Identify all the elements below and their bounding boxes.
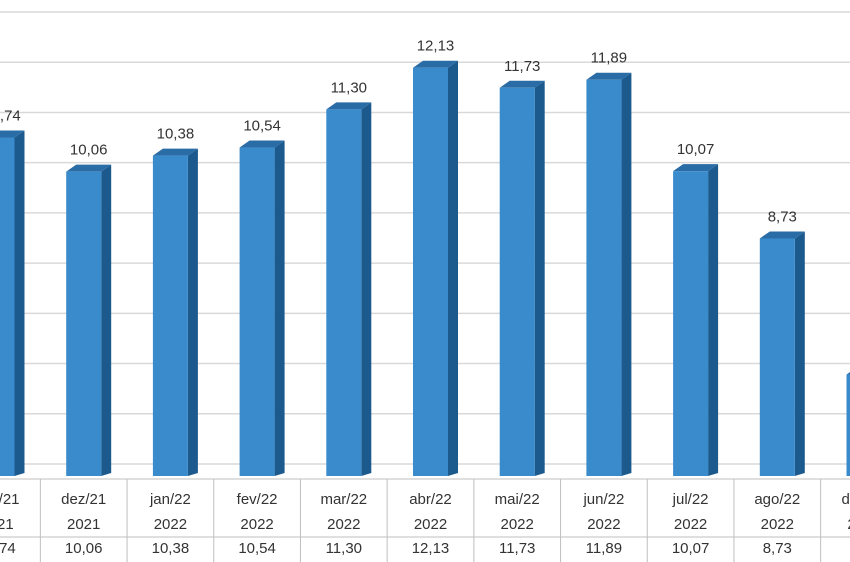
table-value: 11,89 — [586, 540, 622, 557]
x-tick-label: mar/22 — [320, 491, 367, 508]
table-value: 10,07 — [672, 540, 710, 557]
year-label: 2022 — [761, 516, 794, 533]
bar — [413, 67, 448, 477]
bar-top — [239, 140, 285, 148]
table-value: 8,73 — [763, 540, 792, 557]
x-tick-label: fev/22 — [237, 491, 278, 508]
bar-side — [794, 231, 805, 476]
value-label: 11,73 — [504, 58, 540, 75]
bar-side — [621, 72, 632, 476]
table-value: 10,74 — [0, 540, 16, 557]
table-value: 11,30 — [326, 540, 362, 557]
bar-top — [152, 148, 198, 156]
value-label: 11,89 — [591, 50, 627, 67]
value-label: 10,74 — [0, 107, 21, 124]
bar-top — [759, 231, 805, 239]
value-label: 12,13 — [417, 38, 455, 55]
bar-side — [14, 130, 25, 476]
bar — [759, 238, 795, 476]
value-label: 10,07 — [677, 141, 715, 158]
x-tick-label: abr/22 — [409, 491, 452, 508]
bar-top — [326, 102, 372, 110]
year-label: 2021 — [67, 516, 100, 533]
bar — [673, 171, 709, 476]
value-label: 10,54 — [243, 118, 281, 135]
bar-side — [448, 60, 458, 477]
bar — [326, 109, 362, 476]
value-label: 10,06 — [70, 142, 108, 159]
year-label: 2022 — [327, 516, 360, 533]
bar-top — [586, 72, 632, 80]
year-label: 2022 — [674, 516, 707, 533]
table-value: 10,54 — [238, 540, 276, 557]
value-label: 8,73 — [768, 208, 797, 225]
year-label: 2022 — [154, 516, 187, 533]
year-label: 2022 — [240, 516, 273, 533]
year-label: 2022 — [847, 516, 850, 533]
table-value: 12,13 — [412, 540, 450, 557]
x-tick-label: ago/22 — [754, 491, 800, 508]
bar-top — [673, 164, 719, 172]
bar-side — [274, 140, 285, 476]
year-label: 2021 — [0, 516, 14, 533]
x-tick-label: dez/21 — [61, 491, 106, 508]
value-label: 10,38 — [157, 126, 195, 143]
bar-top — [499, 80, 545, 88]
table-value: 10,06 — [65, 540, 103, 557]
year-label: 2022 — [414, 516, 447, 533]
bar-side — [361, 102, 372, 476]
year-label: 2022 — [587, 516, 620, 533]
table-value: 11,73 — [499, 540, 535, 557]
bar-side — [187, 148, 198, 477]
bar-top — [846, 372, 850, 375]
bar — [586, 79, 622, 476]
bar-side — [708, 164, 719, 476]
table-value: 10,38 — [152, 540, 190, 557]
bar — [152, 155, 188, 477]
value-label: 11,30 — [331, 79, 367, 96]
bar — [0, 137, 15, 476]
bar-top — [66, 164, 112, 172]
bar — [239, 147, 275, 476]
x-tick-label: jan/22 — [149, 491, 191, 508]
bar-side — [101, 164, 112, 477]
x-tick-label: dez/22 — [841, 491, 850, 508]
bar-top — [0, 130, 25, 138]
x-tick-label: jul/22 — [672, 491, 709, 508]
x-tick-label: jun/22 — [582, 491, 624, 508]
year-label: 2022 — [501, 516, 534, 533]
x-tick-label: mai/22 — [495, 491, 540, 508]
bar-top — [413, 60, 458, 68]
bar — [499, 87, 535, 476]
bar — [846, 374, 850, 476]
x-tick-label: nov/21 — [0, 491, 20, 508]
bar — [66, 171, 102, 477]
bar-side — [534, 80, 545, 476]
